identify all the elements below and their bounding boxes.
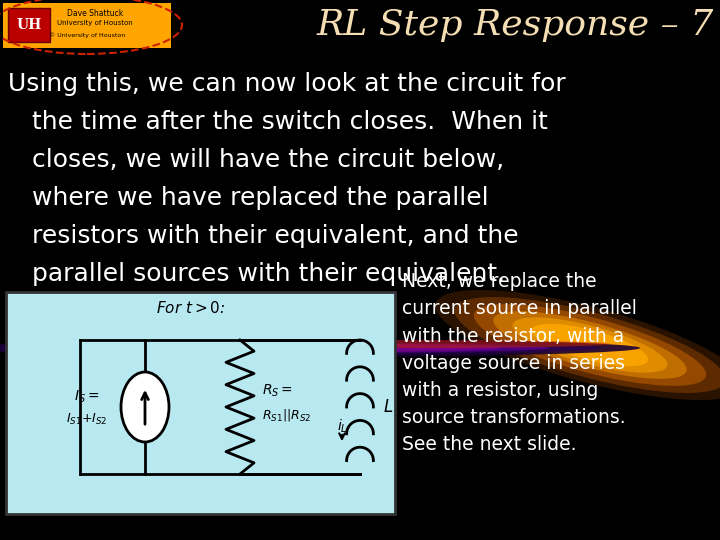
Text: RL Step Response – 7: RL Step Response – 7: [317, 8, 714, 42]
Text: © University of Houston: © University of Houston: [49, 32, 125, 38]
Text: $R_{S1}||R_{S2}$: $R_{S1}||R_{S2}$: [262, 407, 312, 423]
Text: the time after the switch closes.  When it: the time after the switch closes. When i…: [8, 110, 548, 134]
Text: $L$: $L$: [383, 398, 394, 416]
Ellipse shape: [474, 304, 706, 386]
Ellipse shape: [230, 340, 610, 348]
Ellipse shape: [50, 343, 550, 353]
Ellipse shape: [454, 297, 720, 393]
Text: UH: UH: [17, 18, 42, 32]
Text: resistors with their equivalent, and the: resistors with their equivalent, and the: [8, 224, 518, 248]
Ellipse shape: [0, 339, 640, 357]
Text: University of Houston: University of Houston: [57, 20, 133, 26]
Text: $I_{S1}$$+$$I_{S2}$: $I_{S1}$$+$$I_{S2}$: [66, 411, 108, 427]
Text: closes, we will have the circuit below,: closes, we will have the circuit below,: [8, 148, 504, 172]
FancyBboxPatch shape: [3, 3, 171, 48]
Text: $R_S=$: $R_S=$: [262, 383, 293, 399]
Ellipse shape: [513, 318, 667, 373]
Ellipse shape: [435, 290, 720, 400]
Ellipse shape: [532, 324, 648, 366]
Text: Next, we replace the
current source in parallel
with the resistor, with a
voltag: Next, we replace the current source in p…: [402, 272, 637, 455]
Text: Dave Shattuck: Dave Shattuck: [67, 10, 123, 18]
Text: Using this, we can now look at the circuit for: Using this, we can now look at the circu…: [8, 72, 566, 96]
Text: $I_S=$: $I_S=$: [74, 389, 100, 405]
FancyBboxPatch shape: [8, 8, 50, 42]
Text: parallel sources with their equivalent.: parallel sources with their equivalent.: [8, 262, 505, 286]
Text: For $t > 0$:: For $t > 0$:: [156, 300, 225, 316]
Ellipse shape: [100, 344, 500, 352]
FancyBboxPatch shape: [6, 292, 395, 514]
Text: $i_L$: $i_L$: [337, 417, 347, 435]
Text: where we have replaced the parallel: where we have replaced the parallel: [8, 186, 489, 210]
Ellipse shape: [0, 342, 600, 354]
Ellipse shape: [493, 311, 687, 379]
Ellipse shape: [121, 372, 169, 442]
